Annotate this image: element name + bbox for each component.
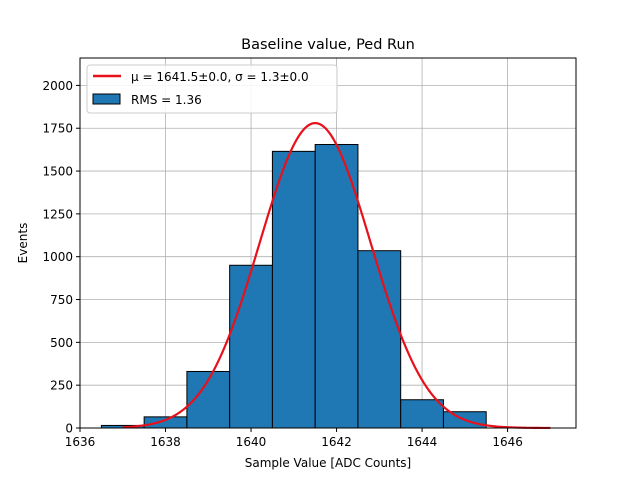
y-tick-label: 750 bbox=[50, 293, 73, 307]
histogram-bar bbox=[314, 144, 359, 429]
y-tick-label: 2000 bbox=[42, 79, 73, 93]
legend-frame bbox=[86, 64, 338, 114]
histogram-bar bbox=[271, 150, 316, 429]
x-tick-label: 1640 bbox=[236, 435, 267, 449]
x-tick-label: 1642 bbox=[321, 435, 352, 449]
chart-title: Baseline value, Ped Run bbox=[241, 37, 415, 53]
legend: μ = 1641.5±0.0, σ = 1.3±0.0 RMS = 1.36 bbox=[86, 64, 338, 114]
legend-fit-label: μ = 1641.5±0.0, σ = 1.3±0.0 bbox=[131, 70, 309, 84]
histogram-bar bbox=[400, 399, 444, 429]
y-tick-label: 1750 bbox=[42, 122, 73, 136]
histogram-bar bbox=[229, 264, 273, 429]
y-tick-label: 1250 bbox=[42, 207, 73, 221]
y-tick-label: 1000 bbox=[42, 250, 73, 264]
y-tick-label: 1500 bbox=[42, 165, 73, 179]
y-tick-label: 250 bbox=[50, 379, 73, 393]
y-axis-label: Events bbox=[16, 223, 30, 264]
x-tick-label: 1644 bbox=[407, 435, 438, 449]
x-tick-label: 1636 bbox=[65, 435, 96, 449]
gaussian-fit bbox=[122, 121, 551, 430]
x-axis-label: Sample Value [ADC Counts] bbox=[245, 456, 411, 470]
histogram-bar bbox=[143, 416, 188, 429]
histogram-bars bbox=[100, 144, 487, 429]
histogram-bar bbox=[357, 250, 402, 429]
x-tick-label: 1646 bbox=[492, 435, 523, 449]
x-axis: 1636 1638 1640 1642 1644 1646 bbox=[65, 428, 523, 449]
y-tick-label: 500 bbox=[50, 336, 73, 350]
y-axis: 0 250 500 750 1000 1250 1500 1750 2000 bbox=[42, 79, 80, 436]
plot-frame bbox=[79, 57, 577, 429]
y-tick-label: 0 bbox=[65, 422, 73, 436]
legend-histogram-swatch bbox=[92, 93, 121, 105]
legend-histogram-label: RMS = 1.36 bbox=[131, 93, 202, 107]
fit-curve bbox=[122, 121, 551, 430]
x-tick-label: 1638 bbox=[150, 435, 181, 449]
